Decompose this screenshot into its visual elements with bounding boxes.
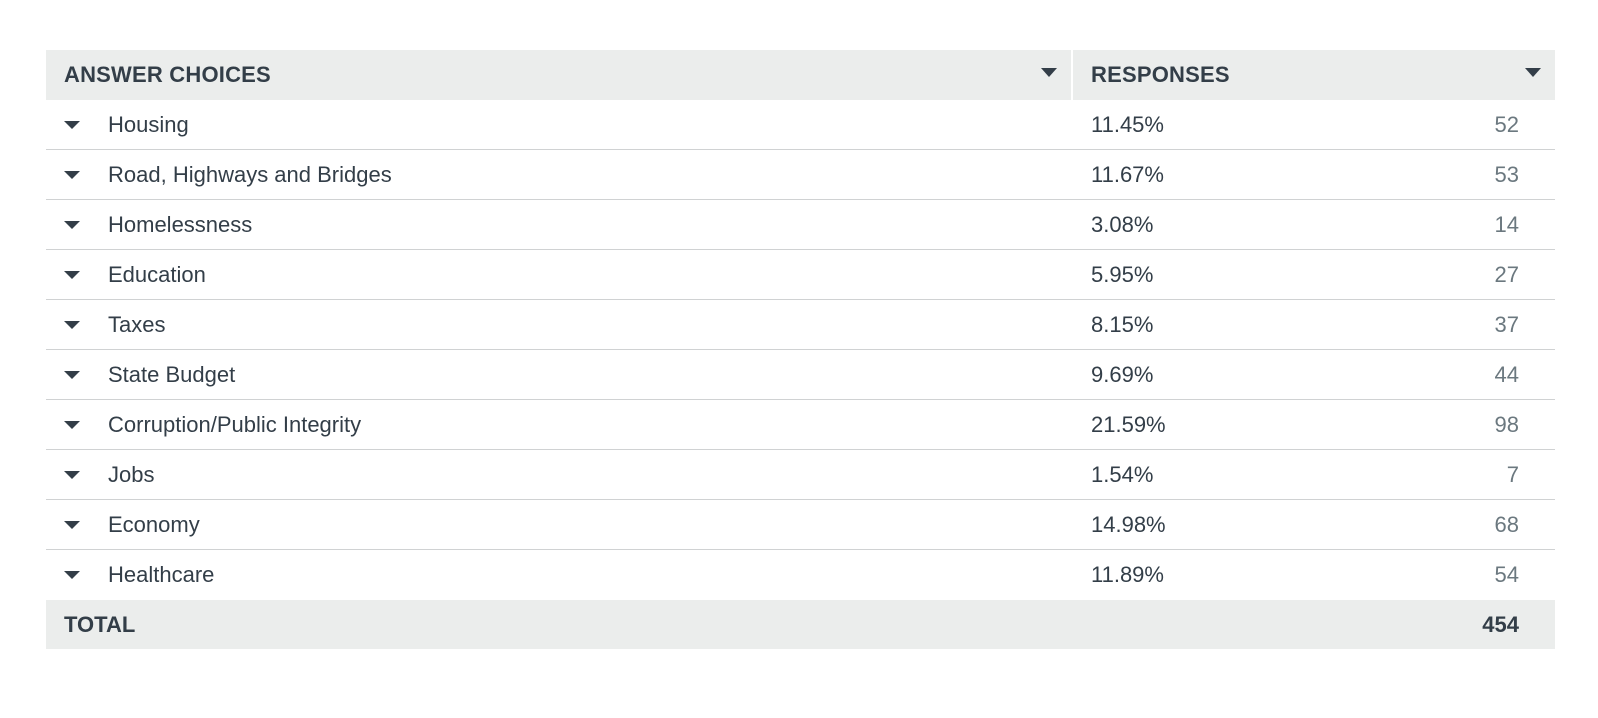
column-header-responses[interactable]: RESPONSES bbox=[1073, 50, 1555, 100]
response-count: 27 bbox=[1494, 261, 1519, 287]
answer-choice-label: Economy bbox=[108, 511, 200, 537]
expand-caret-down-icon[interactable] bbox=[64, 520, 80, 529]
table-row: Housing 11.45% 52 bbox=[46, 100, 1555, 150]
answer-choice-label: Corruption/Public Integrity bbox=[108, 411, 362, 437]
column-header-answer-choices-label: ANSWER CHOICES bbox=[64, 62, 271, 87]
answer-choice-label: Road, Highways and Bridges bbox=[108, 161, 392, 187]
answer-choice-label: Healthcare bbox=[108, 562, 215, 587]
column-header-answer-choices[interactable]: ANSWER CHOICES bbox=[46, 50, 1073, 100]
response-percent: 11.67% bbox=[1091, 161, 1164, 187]
answer-choice-cell: Education bbox=[46, 262, 1073, 288]
response-percent: 5.95% bbox=[1091, 261, 1154, 287]
table-row: Jobs 1.54% 7 bbox=[46, 450, 1555, 500]
response-percent: 9.69% bbox=[1091, 361, 1154, 387]
column-header-responses-label: RESPONSES bbox=[1091, 62, 1230, 87]
total-value: 454 bbox=[1482, 611, 1519, 637]
response-count: 53 bbox=[1494, 161, 1519, 187]
table-row: Homelessness 3.08% 14 bbox=[46, 200, 1555, 250]
table-row: Healthcare 11.89% 54 bbox=[46, 550, 1555, 600]
table-row: State Budget 9.69% 44 bbox=[46, 350, 1555, 400]
total-row: TOTAL 454 bbox=[46, 600, 1555, 649]
table-row: Education 5.95% 27 bbox=[46, 250, 1555, 300]
expand-caret-down-icon[interactable] bbox=[64, 470, 80, 479]
response-percent: 21.59% bbox=[1091, 411, 1166, 437]
response-percent: 8.15% bbox=[1091, 311, 1154, 337]
answer-choice-cell: Homelessness bbox=[46, 212, 1073, 238]
table-row: Corruption/Public Integrity 21.59% 98 bbox=[46, 400, 1555, 450]
expand-caret-down-icon[interactable] bbox=[64, 320, 80, 329]
answer-choice-label: Homelessness bbox=[108, 211, 253, 237]
expand-caret-down-icon[interactable] bbox=[64, 120, 80, 129]
table-row: Economy 14.98% 68 bbox=[46, 500, 1555, 550]
total-label: TOTAL bbox=[64, 611, 136, 637]
results-table: ANSWER CHOICES RESPONSES Housing 11.45% 52… bbox=[46, 50, 1555, 649]
answer-choice-cell: Road, Highways and Bridges bbox=[46, 162, 1073, 188]
sort-caret-down-icon[interactable] bbox=[1525, 68, 1541, 77]
response-count: 37 bbox=[1494, 311, 1519, 337]
answer-choice-cell: Housing bbox=[46, 112, 1073, 138]
response-percent: 1.54% bbox=[1091, 461, 1154, 487]
response-count: 44 bbox=[1494, 361, 1519, 387]
table-header-row: ANSWER CHOICES RESPONSES bbox=[46, 50, 1555, 100]
table-row: Taxes 8.15% 37 bbox=[46, 300, 1555, 350]
answer-choice-label: Jobs bbox=[108, 461, 155, 487]
expand-caret-down-icon[interactable] bbox=[64, 170, 80, 179]
response-percent: 14.98% bbox=[1091, 511, 1166, 537]
response-count: 7 bbox=[1506, 461, 1519, 487]
answer-choice-cell: Corruption/Public Integrity bbox=[46, 412, 1073, 438]
response-percent: 3.08% bbox=[1091, 211, 1154, 237]
sort-caret-down-icon[interactable] bbox=[1041, 68, 1057, 77]
expand-caret-down-icon[interactable] bbox=[64, 420, 80, 429]
response-count: 14 bbox=[1494, 211, 1519, 237]
expand-caret-down-icon[interactable] bbox=[64, 571, 80, 579]
answer-choice-label: Housing bbox=[108, 111, 189, 137]
response-count: 98 bbox=[1494, 411, 1519, 437]
response-percent: 11.45% bbox=[1091, 111, 1164, 137]
table-row: Road, Highways and Bridges 11.67% 53 bbox=[46, 150, 1555, 200]
expand-caret-down-icon[interactable] bbox=[64, 220, 80, 229]
response-count: 52 bbox=[1494, 111, 1519, 137]
answer-choice-cell: Healthcare bbox=[46, 562, 1073, 588]
answer-choice-label: State Budget bbox=[108, 361, 236, 387]
response-count: 68 bbox=[1494, 511, 1519, 537]
answer-choice-cell: Jobs bbox=[46, 462, 1073, 488]
answer-choice-label: Education bbox=[108, 261, 206, 287]
answer-choice-cell: Taxes bbox=[46, 312, 1073, 338]
answer-choice-cell: State Budget bbox=[46, 362, 1073, 388]
expand-caret-down-icon[interactable] bbox=[64, 370, 80, 379]
expand-caret-down-icon[interactable] bbox=[64, 270, 80, 279]
answer-choice-label: Taxes bbox=[108, 311, 166, 337]
table-body: Housing 11.45% 52 Road, Highways and Bridge… bbox=[46, 100, 1555, 600]
response-count: 54 bbox=[1494, 562, 1519, 587]
response-percent: 11.89% bbox=[1091, 562, 1164, 587]
answer-choice-cell: Economy bbox=[46, 512, 1073, 538]
